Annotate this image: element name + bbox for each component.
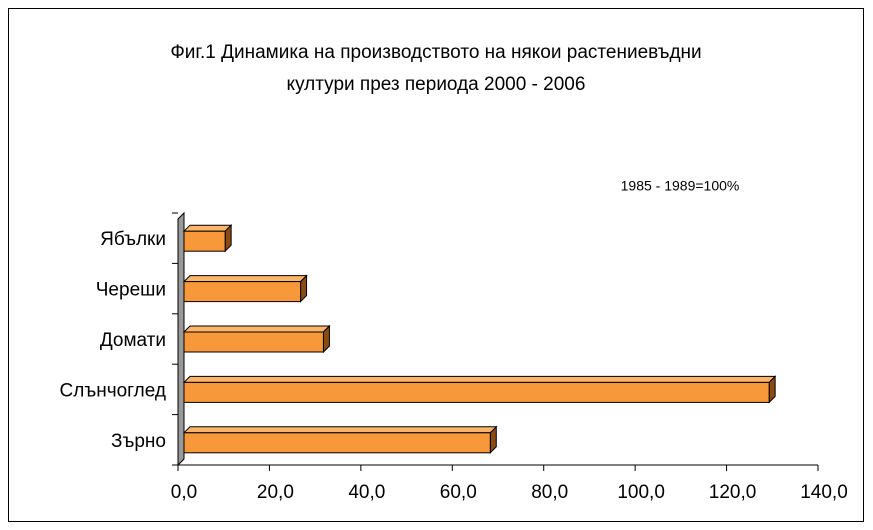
y-tick-label: Череши — [96, 280, 166, 301]
bar-front — [183, 432, 491, 454]
x-tick-label: 120,0 — [709, 482, 757, 503]
y-tick-label: Слънчоглед — [60, 380, 166, 401]
bar-top — [182, 325, 331, 333]
bar-front — [183, 381, 770, 403]
annotation: 1985 - 1989=100% — [621, 178, 740, 194]
bar — [182, 223, 233, 253]
bar-front — [183, 281, 302, 303]
y-tick-label: Ябълки — [100, 229, 166, 250]
bar — [182, 274, 308, 303]
bar — [182, 425, 498, 455]
bar — [182, 324, 331, 354]
chart-title: Фиг.1 Динамика на производството на няко… — [170, 42, 701, 63]
bar — [182, 375, 777, 404]
x-tick-label: 40,0 — [348, 482, 385, 503]
bar-top — [182, 224, 233, 232]
x-tick-label: 140,0 — [800, 482, 848, 503]
side-wall — [177, 211, 185, 467]
x-tick-label: 100,0 — [617, 482, 665, 503]
y-tick-label: Зърно — [111, 431, 166, 452]
bar-top — [182, 275, 308, 283]
x-tick-label: 60,0 — [440, 482, 477, 503]
bar-front — [183, 331, 324, 353]
x-tick-label: 20,0 — [257, 482, 294, 503]
x-tick-label: 0,0 — [171, 482, 197, 503]
bar-front — [183, 230, 226, 252]
chart-title: култури през периода 2000 - 2006 — [287, 74, 586, 95]
bar-top — [182, 375, 777, 383]
bar-top — [182, 426, 498, 434]
x-tick-label: 80,0 — [531, 482, 568, 503]
y-tick-label: Домати — [100, 330, 166, 351]
